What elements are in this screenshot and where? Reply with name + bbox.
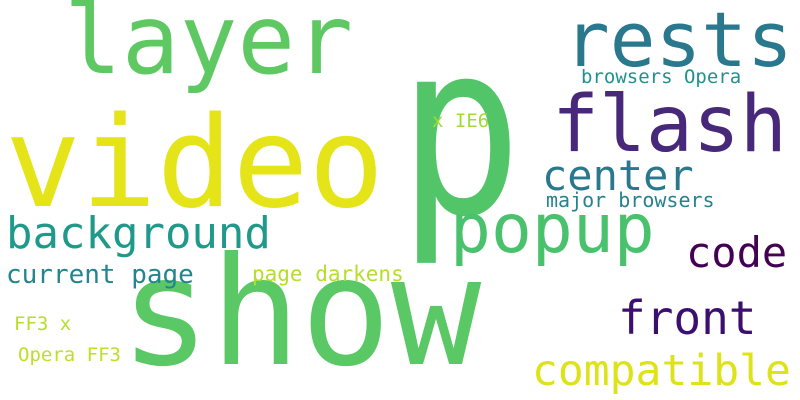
word-ff3-x: FF3 x <box>14 313 72 335</box>
word-front: front <box>618 291 757 345</box>
word-popup: popup <box>450 190 655 269</box>
word-center: center <box>542 151 694 200</box>
word-flash: flash <box>552 80 787 170</box>
word-show: show <box>120 226 482 400</box>
word-background: background <box>6 208 271 259</box>
word-layer: layer <box>64 0 353 96</box>
word-browsers-opera: browsers Opera <box>581 66 742 88</box>
word-rests: rests <box>564 0 793 84</box>
word-opera-ff3: Opera FF3 <box>18 344 121 366</box>
word-p: p <box>398 0 523 270</box>
word-code: code <box>686 228 788 277</box>
word-major-browsers: major browsers <box>546 188 715 212</box>
word-video: video <box>5 89 385 236</box>
word-compatible: compatible <box>532 346 791 396</box>
word-current-page: current page <box>6 260 194 290</box>
word-page-darkens: page darkens <box>252 262 404 286</box>
word-x-ie6: x IE6 <box>432 110 490 132</box>
